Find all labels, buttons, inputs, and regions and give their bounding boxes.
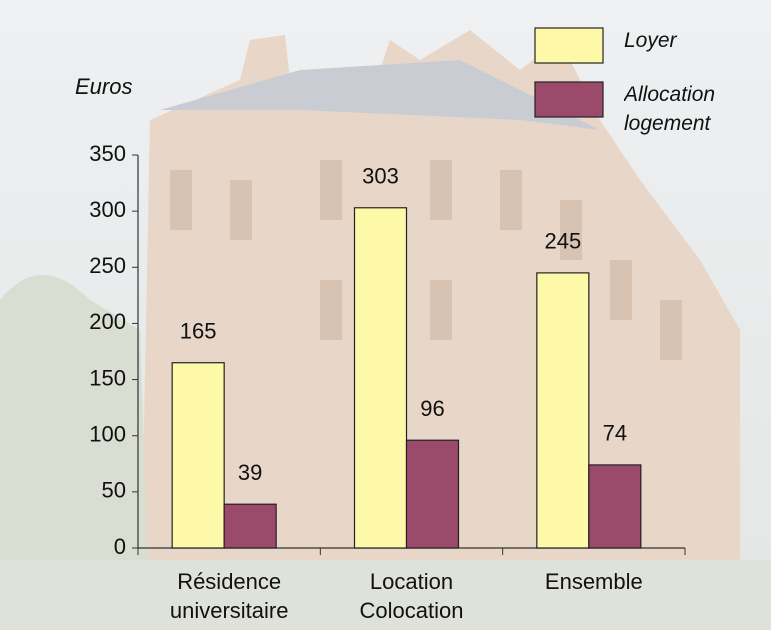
value-label: 39 xyxy=(238,460,262,485)
legend-label-box: Loyer xyxy=(624,29,677,52)
y-tick-label: 300 xyxy=(89,197,126,222)
x-tick-label: universitaire xyxy=(170,598,289,623)
bar xyxy=(171,362,225,549)
value-label: 303 xyxy=(362,164,399,189)
bar xyxy=(588,464,642,549)
y-tick-label: 350 xyxy=(89,141,126,166)
bar xyxy=(405,439,460,549)
value-label: 74 xyxy=(603,421,627,446)
y-tick-label: 50 xyxy=(102,478,126,503)
y-tick-label: 150 xyxy=(89,365,126,390)
value-label: 165 xyxy=(180,319,217,344)
y-tick-label: 200 xyxy=(89,309,126,334)
x-tick-label: Colocation xyxy=(360,598,464,623)
legend-label: Allocation logement xyxy=(624,83,716,135)
value-label: 96 xyxy=(420,396,444,421)
x-tick-label: Résidence xyxy=(177,569,281,594)
bar xyxy=(223,503,277,549)
legend-label-box: Allocation logement xyxy=(624,83,716,135)
y-tick-label: 100 xyxy=(89,422,126,447)
x-tick-label: Ensemble xyxy=(545,569,643,594)
y-axis-label: Euros xyxy=(75,74,132,99)
y-tick-label: 250 xyxy=(89,253,126,278)
value-label: 245 xyxy=(544,229,581,254)
legend-label: Loyer xyxy=(624,29,677,52)
x-tick-label: Location xyxy=(370,569,453,594)
legend-swatch xyxy=(534,81,604,118)
y-tick-label: 0 xyxy=(114,534,126,559)
bar xyxy=(536,272,590,549)
bar xyxy=(353,207,408,549)
legend-swatch xyxy=(534,27,604,64)
